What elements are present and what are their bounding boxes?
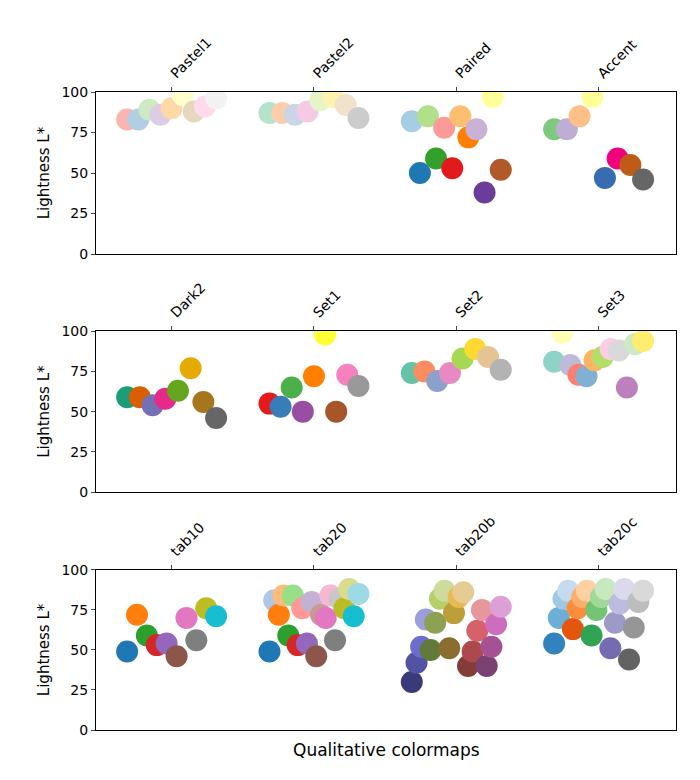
svg-text:25: 25 — [70, 444, 88, 460]
svg-text:0: 0 — [79, 246, 88, 262]
svg-text:Set1: Set1 — [310, 287, 344, 321]
svg-text:25: 25 — [70, 682, 88, 698]
svg-text:75: 75 — [70, 602, 88, 618]
svg-text:25: 25 — [70, 205, 88, 221]
svg-text:Set2: Set2 — [452, 287, 486, 321]
svg-text:tab20: tab20 — [310, 519, 350, 559]
svg-text:0: 0 — [79, 484, 88, 500]
svg-text:Accent: Accent — [594, 36, 639, 81]
svg-text:Lightness L*: Lightness L* — [35, 126, 53, 219]
svg-text:Set3: Set3 — [594, 287, 628, 321]
svg-text:75: 75 — [70, 124, 88, 140]
svg-text:Pastel1: Pastel1 — [167, 34, 214, 81]
svg-text:50: 50 — [70, 165, 88, 181]
svg-text:Paired: Paired — [452, 40, 494, 82]
svg-text:tab20b: tab20b — [452, 513, 499, 560]
svg-text:50: 50 — [70, 404, 88, 420]
svg-text:100: 100 — [61, 84, 88, 100]
svg-text:Lightness L*: Lightness L* — [35, 365, 53, 458]
svg-text:0: 0 — [79, 722, 88, 738]
svg-text:Qualitative colormaps: Qualitative colormaps — [293, 740, 480, 760]
svg-text:tab20c: tab20c — [594, 514, 640, 560]
svg-text:100: 100 — [61, 562, 88, 578]
svg-text:75: 75 — [70, 363, 88, 379]
svg-text:50: 50 — [70, 642, 88, 658]
svg-text:Pastel2: Pastel2 — [310, 34, 357, 81]
svg-text:Lightness L*: Lightness L* — [35, 603, 53, 696]
svg-text:Dark2: Dark2 — [167, 280, 208, 321]
svg-text:tab10: tab10 — [167, 519, 207, 559]
svg-text:100: 100 — [61, 323, 88, 339]
